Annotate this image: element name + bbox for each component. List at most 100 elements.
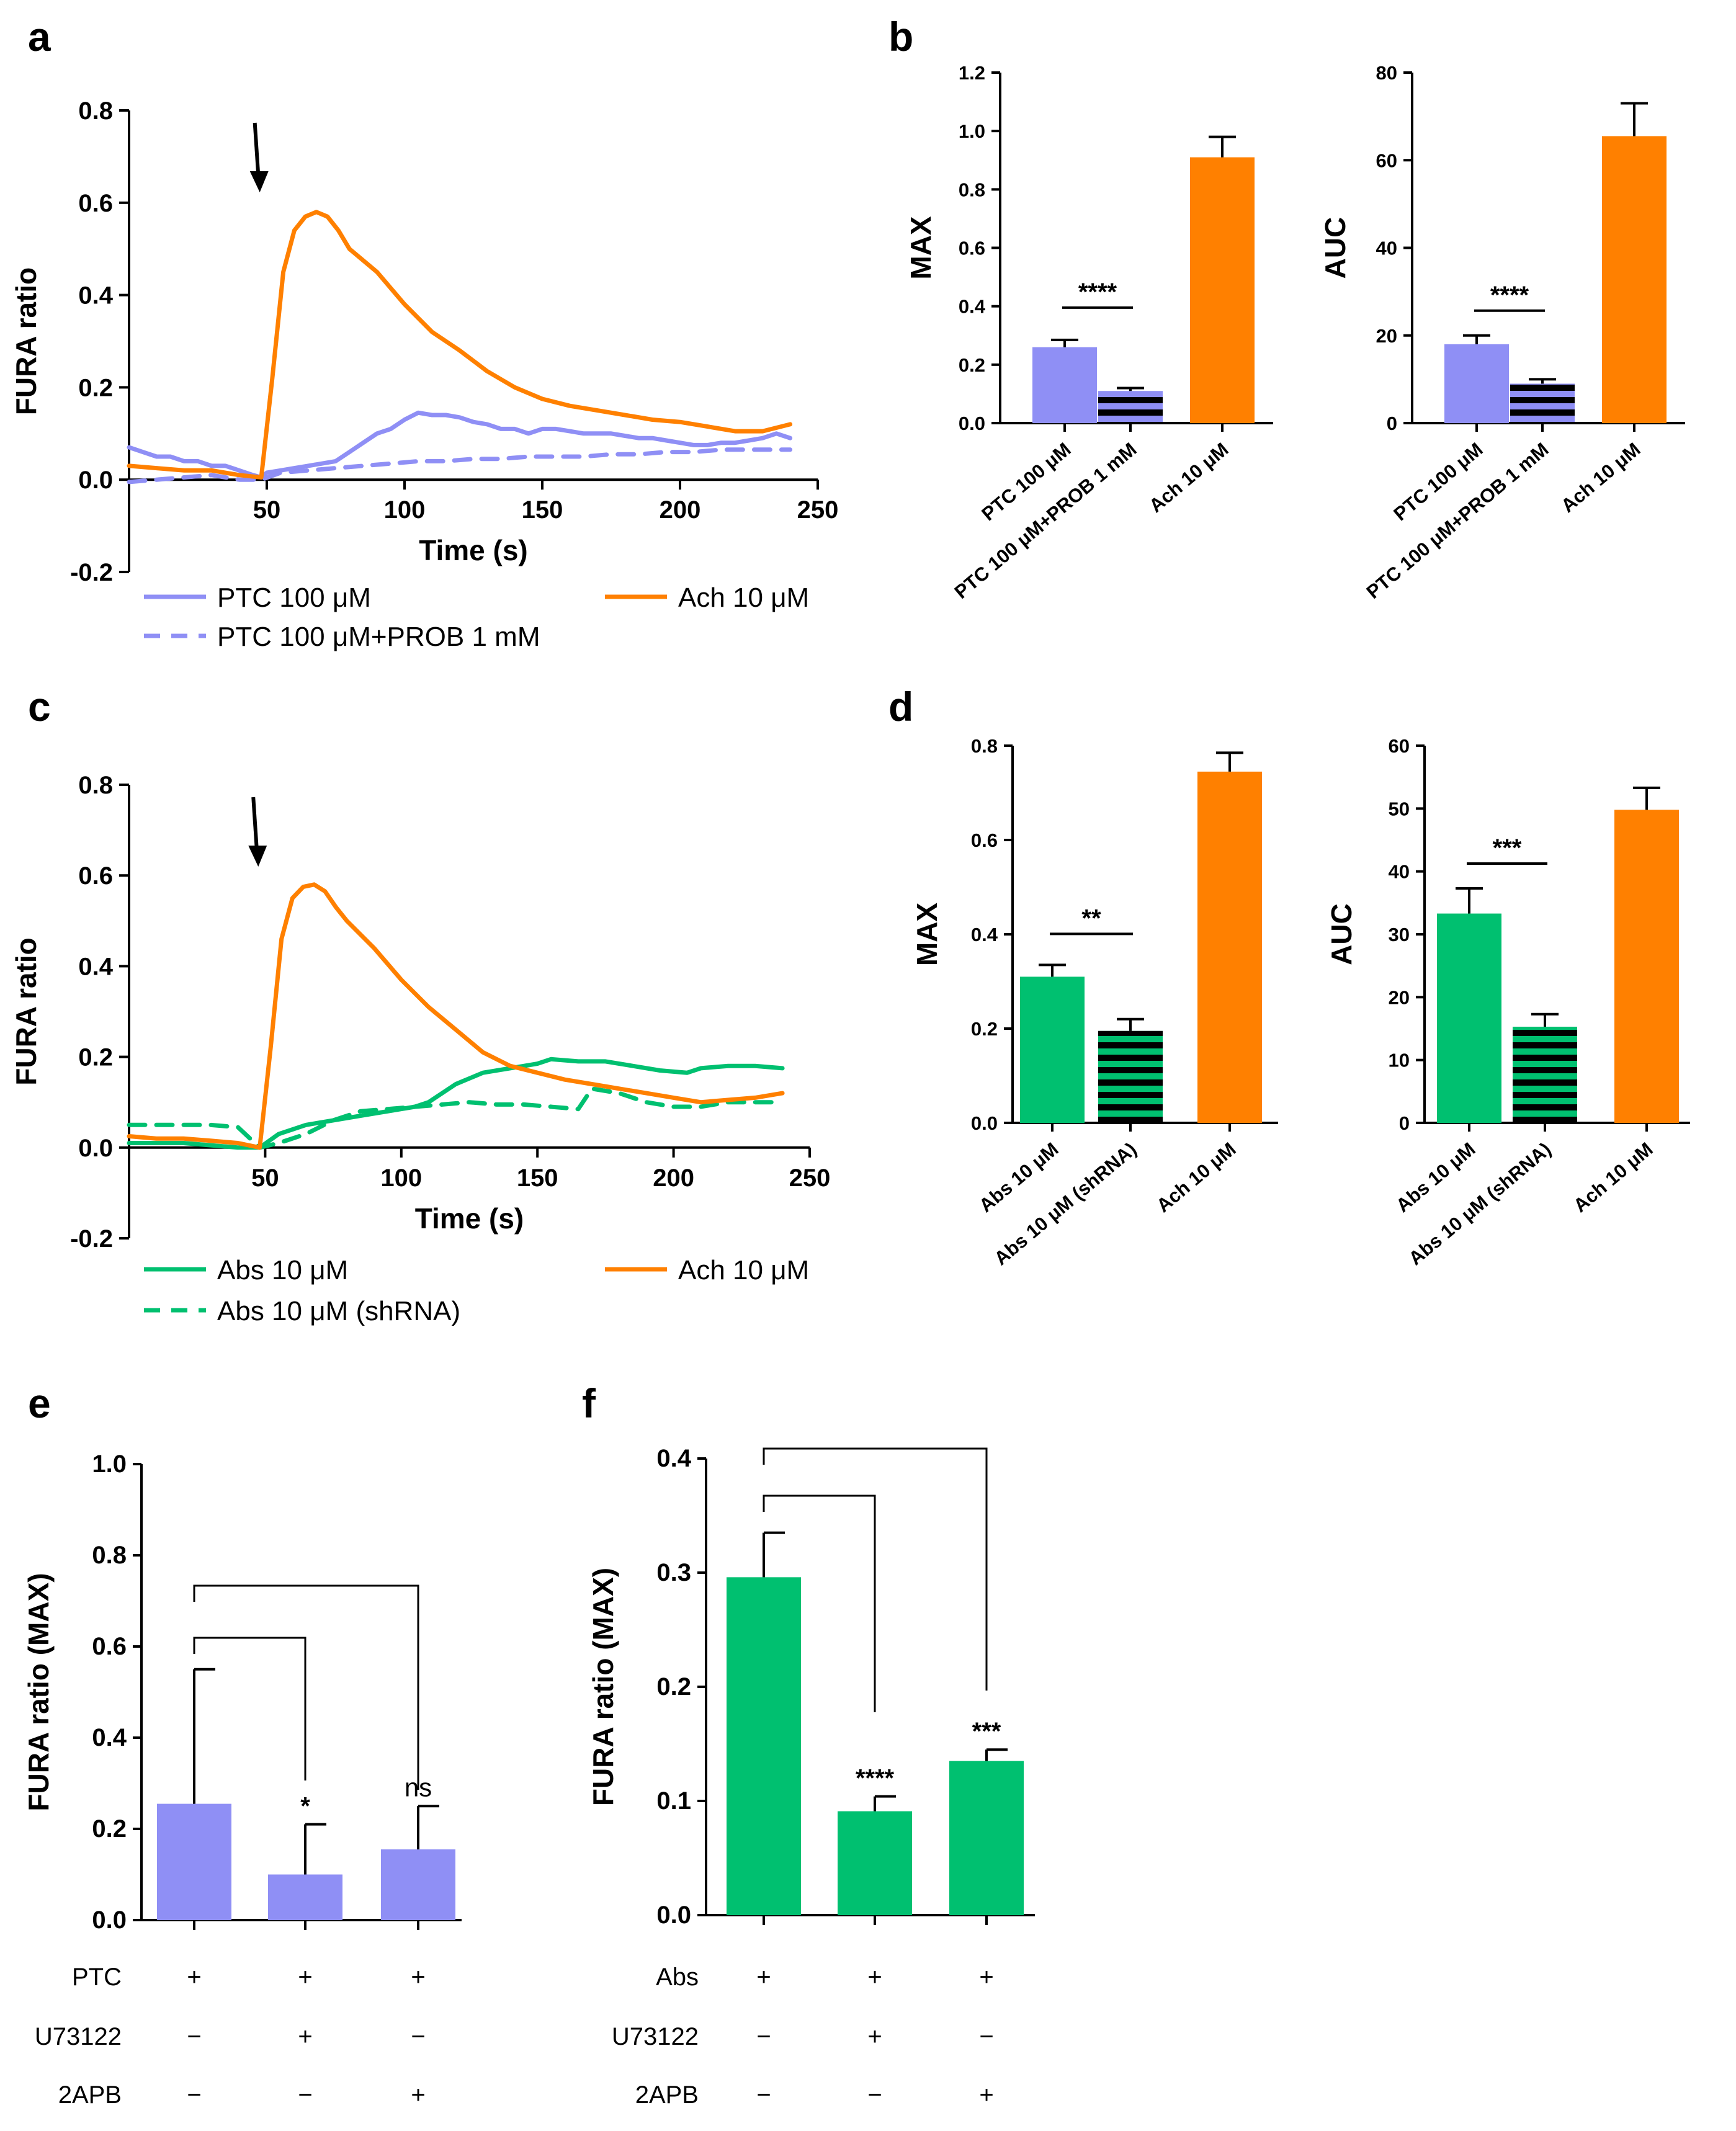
y-axis-title: FURA ratio (MAX)	[22, 1573, 55, 1811]
y-tick-label: 0.8	[971, 735, 998, 757]
condition-sign: +	[411, 1963, 425, 1991]
bar-1	[838, 1811, 912, 1915]
condition-sign: −	[867, 2081, 882, 2109]
y-tick-label: 0.6	[971, 829, 998, 851]
bar-hatch	[1510, 383, 1575, 423]
panel-letter: f	[582, 1380, 596, 1426]
x-category-label: Ach 10 μM	[1152, 1138, 1240, 1217]
bar-hatch	[1513, 1026, 1577, 1123]
y-tick-label: 1.0	[959, 120, 985, 142]
y-tick-label: 40	[1389, 861, 1410, 883]
x-tick-label: 100	[380, 1164, 422, 1192]
comparison-bracket	[763, 1447, 988, 1691]
condition-sign: +	[187, 1963, 201, 1991]
legend-label: Ach 10 μM	[678, 1255, 809, 1285]
y-tick-label: 0.4	[78, 282, 113, 310]
y-tick-label: 0.6	[78, 190, 113, 217]
comparison-bracket	[193, 1584, 419, 1790]
panel-c: c -0.2 0.0 0.2 0.4 0.6 0.8 50 100 150 200 250 Time (…	[10, 684, 830, 1326]
x-category-label: Ach 10 μM	[1557, 439, 1644, 517]
y-tick-label: 10	[1389, 1050, 1410, 1071]
y-tick-label: 0.8	[78, 772, 113, 799]
y-tick-label: 20	[1376, 325, 1397, 347]
x-category-label: Abs 10 μM (shRNA)	[990, 1138, 1141, 1270]
y-tick-label: 0.4	[656, 1445, 691, 1472]
series-line-1	[127, 447, 793, 485]
y-tick-label: 0.2	[971, 1018, 998, 1040]
condition-sign: −	[756, 2081, 771, 2109]
significance-label: *	[300, 1793, 310, 1820]
y-axis-title: AUC	[1319, 217, 1351, 279]
bar-2	[1197, 771, 1262, 1123]
bar-2	[1190, 157, 1255, 423]
condition-row-label: 2APB	[635, 2081, 699, 2109]
condition-row-label: PTC	[72, 1963, 122, 1991]
y-tick-label: 0.0	[78, 467, 113, 494]
y-axis-title: FURA ratio	[10, 937, 42, 1086]
y-axis-title: MAX	[911, 903, 943, 967]
series-line-2	[127, 210, 793, 480]
y-tick-label: 0.4	[959, 296, 986, 318]
y-tick-label: 0.0	[959, 413, 985, 434]
condition-row-label: U73122	[35, 2023, 122, 2050]
y-tick-label: 0	[1387, 413, 1397, 434]
condition-row-label: Abs	[656, 1963, 699, 1991]
stimulus-arrow-shaft	[253, 122, 261, 179]
panel-letter: c	[28, 684, 51, 730]
series-line-1	[127, 1086, 785, 1150]
y-tick-label: 80	[1376, 62, 1397, 84]
y-tick-label: 0.2	[959, 354, 985, 376]
condition-row-label: U73122	[612, 2023, 699, 2050]
condition-sign: −	[411, 2023, 425, 2050]
bar-hatch	[1098, 391, 1163, 423]
x-tick-label: 200	[660, 496, 701, 524]
series-line-0	[127, 410, 793, 480]
bar-1	[268, 1874, 342, 1920]
x-tick-label: 250	[797, 496, 839, 524]
significance-label: ****	[856, 1765, 895, 1792]
y-tick-label: 0.8	[92, 1542, 127, 1569]
condition-sign: +	[298, 1963, 312, 1991]
condition-sign: +	[298, 2023, 312, 2050]
significance-label: **	[1081, 905, 1101, 932]
x-category-label: Abs 10 μM (shRNA)	[1405, 1138, 1555, 1270]
x-category-label: Ach 10 μM	[1145, 439, 1232, 517]
condition-sign: −	[756, 2023, 771, 2050]
condition-sign: −	[298, 2081, 312, 2109]
bar-2	[1614, 810, 1679, 1123]
significance-label: ****	[1078, 279, 1117, 306]
condition-sign: +	[867, 2023, 882, 2050]
condition-sign: +	[979, 1963, 993, 1991]
panel-letter: d	[888, 684, 913, 730]
series-line-0	[127, 1057, 785, 1150]
bar-0	[1032, 347, 1097, 423]
y-tick-label: 0.6	[78, 862, 113, 890]
y-tick-label: 1.0	[92, 1450, 127, 1478]
y-tick-label: 1.2	[959, 62, 985, 84]
condition-sign: −	[187, 2081, 201, 2109]
significance-label: ****	[1490, 282, 1529, 309]
condition-row-label: 2APB	[58, 2081, 122, 2109]
y-tick-label: -0.2	[70, 1225, 113, 1253]
x-axis-title: Time (s)	[419, 534, 528, 566]
bar-2	[949, 1761, 1024, 1915]
x-tick-label: 50	[253, 496, 281, 524]
condition-sign: +	[411, 2081, 425, 2109]
y-tick-label: 0.0	[656, 1901, 691, 1929]
stimulus-arrow-head	[248, 846, 267, 867]
y-axis-title: MAX	[905, 216, 937, 280]
x-tick-label: 200	[653, 1164, 694, 1192]
y-tick-label: 60	[1389, 735, 1410, 757]
y-tick-label: 0.4	[92, 1724, 127, 1751]
significance-label: ***	[1493, 834, 1522, 862]
panel-letter: e	[28, 1380, 51, 1426]
condition-sign: +	[867, 1963, 882, 1991]
legend-label: Abs 10 μM	[217, 1255, 348, 1285]
y-axis-title: FURA ratio	[10, 267, 42, 416]
x-tick-label: 150	[522, 496, 563, 524]
y-tick-label: 60	[1376, 150, 1397, 171]
panel-letter: a	[28, 14, 51, 60]
